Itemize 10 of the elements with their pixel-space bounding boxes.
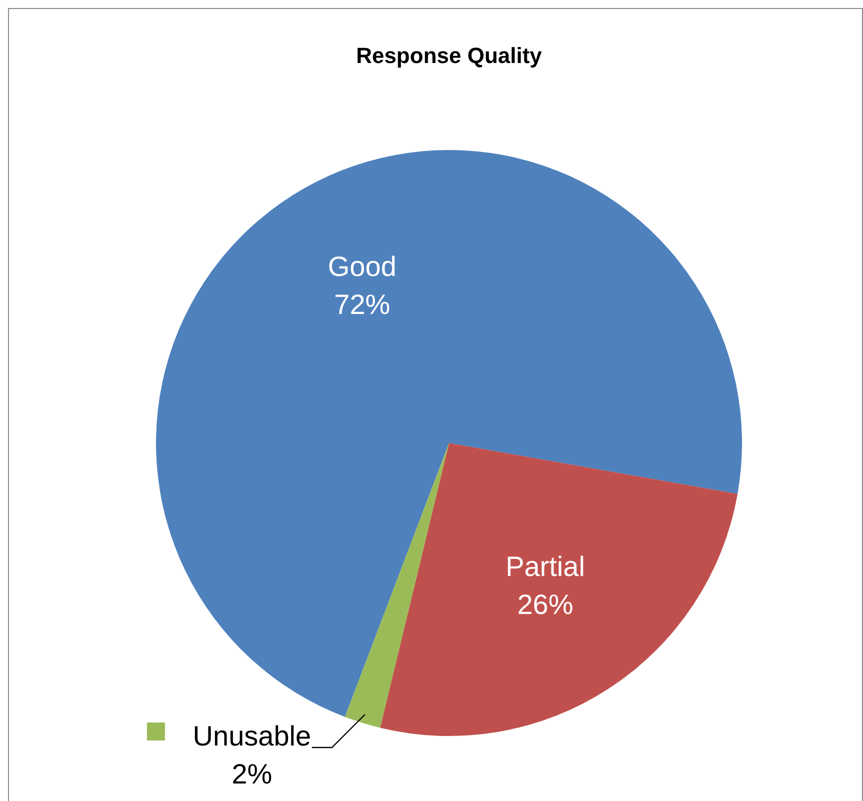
data-label: 26%	[517, 589, 574, 620]
pie-slice	[380, 443, 738, 736]
data-label: 2%	[232, 758, 272, 790]
slice-label: Partial	[506, 551, 585, 582]
pie-slice	[344, 443, 449, 728]
data-label: 72%	[334, 289, 390, 320]
chart-title: Response Quality	[356, 43, 543, 68]
pie-slice	[156, 150, 742, 717]
slice-label: Good	[328, 251, 396, 282]
legend-label: Unusable	[192, 720, 312, 752]
